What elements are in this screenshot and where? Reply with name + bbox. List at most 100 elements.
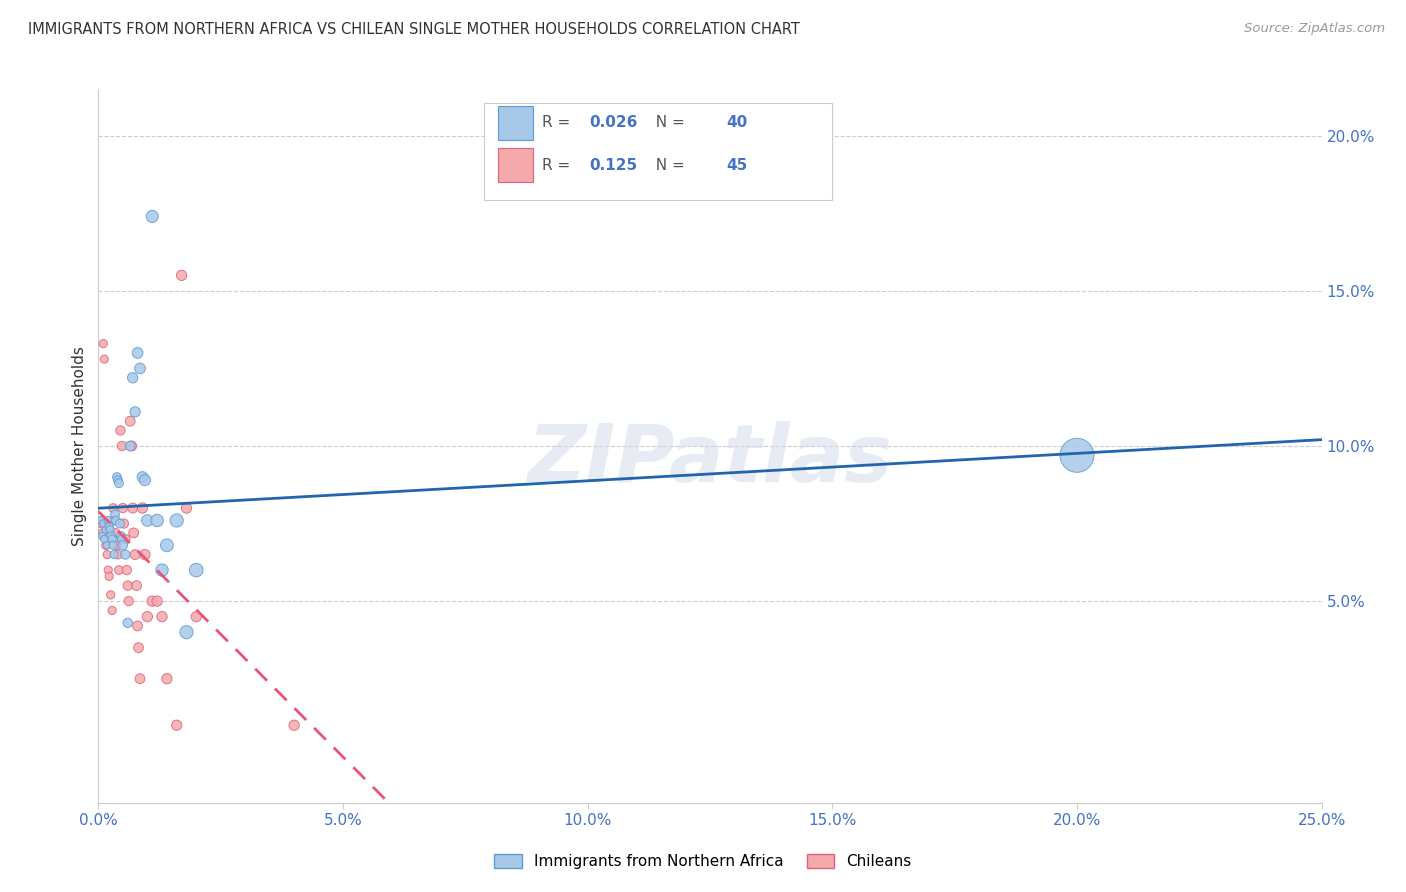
Point: [1066, 448, 1088, 462]
Point: [111, 439, 134, 453]
Point: [127, 619, 149, 633]
Point: [98, 523, 121, 537]
Point: [120, 414, 142, 428]
Point: [91, 516, 114, 531]
Point: [91, 336, 114, 351]
Point: [129, 672, 152, 686]
Point: [96, 538, 118, 552]
Point: [120, 439, 142, 453]
Point: [97, 513, 120, 527]
Y-axis label: Single Mother Households: Single Mother Households: [72, 346, 87, 546]
Point: [121, 370, 143, 384]
Point: [156, 672, 179, 686]
Point: [118, 594, 141, 608]
Point: [127, 346, 149, 360]
Text: R =: R =: [543, 115, 575, 130]
Text: N =: N =: [647, 158, 690, 173]
Point: [117, 579, 139, 593]
Point: [108, 476, 131, 491]
Point: [112, 516, 135, 531]
Point: [104, 525, 127, 540]
Point: [117, 615, 139, 630]
Point: [134, 473, 156, 487]
Point: [111, 501, 134, 516]
Point: [114, 548, 136, 562]
Point: [146, 513, 169, 527]
Point: [283, 718, 305, 732]
Text: N =: N =: [647, 115, 690, 130]
Text: 0.026: 0.026: [589, 115, 637, 130]
Point: [101, 501, 124, 516]
Legend: Immigrants from Northern Africa, Chileans: Immigrants from Northern Africa, Chilean…: [488, 848, 918, 875]
Point: [121, 501, 143, 516]
Point: [98, 519, 121, 533]
FancyBboxPatch shape: [498, 106, 533, 140]
Point: [110, 424, 132, 438]
FancyBboxPatch shape: [484, 103, 832, 200]
Point: [166, 513, 188, 527]
Point: [101, 538, 124, 552]
Point: [170, 268, 193, 283]
Point: [91, 525, 114, 540]
Point: [101, 603, 124, 617]
Point: [141, 594, 163, 608]
FancyBboxPatch shape: [498, 148, 533, 183]
Point: [111, 532, 134, 546]
Point: [90, 513, 112, 527]
Point: [129, 361, 152, 376]
Text: R =: R =: [543, 158, 575, 173]
Point: [101, 532, 124, 546]
Point: [108, 516, 131, 531]
Point: [94, 523, 117, 537]
Point: [111, 538, 134, 552]
Point: [97, 563, 120, 577]
Point: [176, 501, 198, 516]
Point: [93, 532, 115, 546]
Point: [134, 548, 156, 562]
Point: [91, 529, 114, 543]
Point: [105, 470, 128, 484]
Point: [108, 563, 131, 577]
Point: [150, 609, 173, 624]
Point: [166, 718, 188, 732]
Point: [150, 563, 173, 577]
Point: [136, 609, 159, 624]
Text: Source: ZipAtlas.com: Source: ZipAtlas.com: [1244, 22, 1385, 36]
Point: [110, 529, 132, 543]
Point: [128, 640, 150, 655]
Point: [125, 579, 148, 593]
Point: [124, 548, 146, 562]
Point: [104, 508, 127, 522]
Text: ZIPatlas: ZIPatlas: [527, 421, 893, 500]
Point: [103, 513, 125, 527]
Point: [98, 569, 121, 583]
Point: [121, 439, 143, 453]
Point: [122, 525, 145, 540]
Point: [105, 513, 128, 527]
Point: [107, 473, 129, 487]
Point: [100, 529, 122, 543]
Point: [107, 548, 129, 562]
Text: 45: 45: [725, 158, 747, 173]
Point: [103, 548, 125, 562]
Point: [124, 405, 146, 419]
Point: [93, 352, 115, 367]
Point: [100, 588, 122, 602]
Point: [176, 625, 198, 640]
Point: [115, 563, 138, 577]
Point: [96, 548, 118, 562]
Point: [90, 516, 112, 531]
Point: [136, 513, 159, 527]
Point: [105, 538, 128, 552]
Point: [131, 470, 153, 484]
Point: [94, 538, 117, 552]
Text: 0.125: 0.125: [589, 158, 637, 173]
Point: [186, 609, 208, 624]
Point: [186, 563, 208, 577]
Point: [131, 501, 153, 516]
Point: [156, 538, 179, 552]
Text: IMMIGRANTS FROM NORTHERN AFRICA VS CHILEAN SINGLE MOTHER HOUSEHOLDS CORRELATION : IMMIGRANTS FROM NORTHERN AFRICA VS CHILE…: [28, 22, 800, 37]
Point: [114, 532, 136, 546]
Point: [146, 594, 169, 608]
Point: [141, 210, 163, 224]
